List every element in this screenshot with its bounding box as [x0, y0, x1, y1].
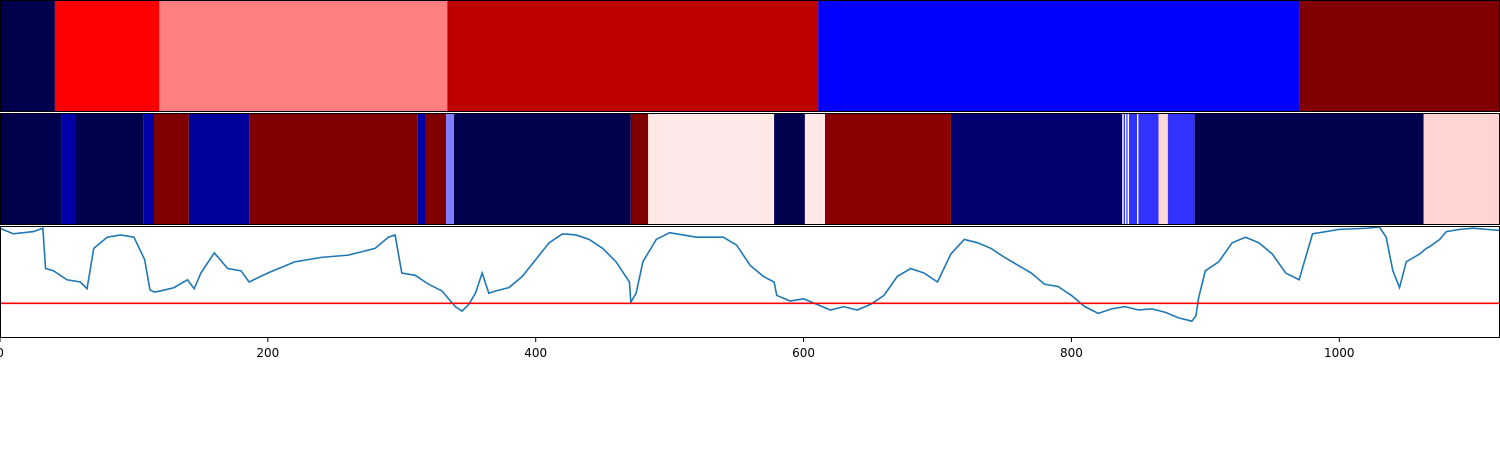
line-panel-border — [0, 226, 1500, 338]
x-tick-label-200: 200 — [256, 346, 279, 360]
top-segment-1 — [54, 0, 160, 112]
mid-segment-17 — [1122, 113, 1124, 225]
x-axis: 0 200 400 600 800 1000 — [0, 338, 1355, 360]
top-segment-5 — [1299, 0, 1500, 112]
mid-segment-16 — [950, 113, 1123, 225]
x-tick-label-400: 400 — [524, 346, 547, 360]
mid-segment-5 — [188, 113, 250, 225]
x-tick-label-800: 800 — [1060, 346, 1083, 360]
mid-segment-10 — [454, 113, 631, 225]
mid-segment-12 — [648, 113, 775, 225]
top-segment-0 — [0, 0, 55, 112]
mid-segment-26 — [1167, 113, 1195, 225]
x-tick-label-0: 0 — [0, 346, 4, 360]
signal-series-line — [0, 226, 1500, 323]
top-segment-4 — [818, 0, 1300, 112]
mid-segment-3 — [143, 113, 155, 225]
mid-segment-2 — [75, 113, 144, 225]
mid-segment-22 — [1129, 113, 1138, 225]
mid-segment-9 — [445, 113, 455, 225]
x-tick-label-600: 600 — [792, 346, 815, 360]
mid-segment-13 — [774, 113, 805, 225]
x-tick-label-1000: 1000 — [1324, 346, 1355, 360]
mid-segment-15 — [825, 113, 951, 225]
mid-segment-20 — [1126, 113, 1128, 225]
mid-segment-24 — [1138, 113, 1159, 225]
mid-segment-14 — [804, 113, 825, 225]
mid-segment-4 — [154, 113, 189, 225]
mid-segment-8 — [425, 113, 446, 225]
top-segment-2 — [159, 0, 448, 112]
mid-segment-28 — [1423, 113, 1500, 225]
mid-segment-0 — [0, 113, 62, 225]
mid-segment-21 — [1127, 113, 1130, 225]
mid-segment-6 — [249, 113, 418, 225]
top-segment-panel — [0, 0, 1500, 112]
mid-segment-25 — [1158, 113, 1168, 225]
mid-segment-19 — [1125, 113, 1127, 225]
mid-segment-7 — [417, 113, 426, 225]
middle-segment-panel — [0, 113, 1500, 225]
line-plot-panel — [0, 226, 1500, 338]
mid-segment-1 — [61, 113, 75, 225]
mid-segment-27 — [1194, 113, 1424, 225]
top-segment-3 — [447, 0, 819, 112]
mid-segment-18 — [1123, 113, 1125, 225]
mid-segment-11 — [630, 113, 649, 225]
mid-segment-23 — [1137, 113, 1139, 225]
